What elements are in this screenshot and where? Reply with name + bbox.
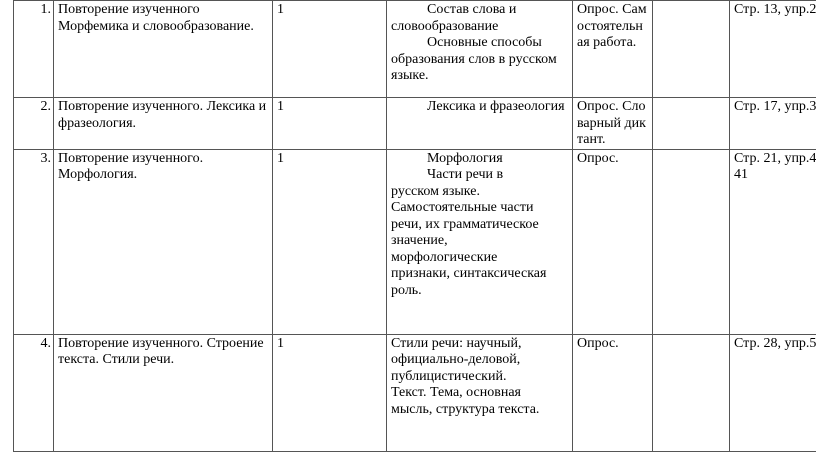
date	[652, 333, 730, 452]
hours: 1	[272, 0, 387, 98]
table-row: 1. Повторение изученного Морфемика и сло…	[13, 0, 816, 98]
table-row: 2. Повторение изученного. Лексика и фраз…	[13, 97, 816, 150]
content-line: Основные способы образования слов в русс…	[391, 35, 557, 83]
control-form: Опрос. Самостоятельная работа.	[572, 0, 653, 98]
homework: Стр. 13, упр.23	[729, 0, 816, 98]
homework: Стр. 21, упр.40, 41	[729, 148, 816, 335]
lesson-topic: Повторение изученного. Морфология.	[53, 148, 273, 335]
lesson-topic: Повторение изученного Морфемика и словоо…	[53, 0, 273, 98]
content-line: Состав слова и словообразование	[391, 2, 517, 34]
content-line: Стили речи: научный, официально-деловой,…	[391, 335, 522, 384]
date	[652, 148, 730, 335]
lesson-content: Стили речи: научный, официально-деловой,…	[386, 333, 573, 452]
date	[652, 97, 730, 150]
content-line: Части речи в русском языке. Самостоятель…	[391, 167, 547, 298]
hours: 1	[272, 97, 387, 150]
control-form: Опрос.	[572, 333, 653, 452]
lesson-topic: Повторение изученного. Строение текста. …	[53, 333, 273, 452]
row-number: 4.	[13, 333, 54, 452]
content-line: Текст. Тема, основная мысль, структура т…	[391, 385, 540, 417]
table-row: 3. Повторение изученного. Морфология. 1 …	[13, 148, 816, 335]
content-line: Лексика и фразеология	[427, 99, 565, 114]
row-number: 1.	[13, 0, 54, 98]
content-line: Морфология	[427, 150, 503, 166]
lesson-content: Состав слова и словообразование Основные…	[386, 0, 573, 98]
lesson-content: Морфология Части речи в русском языке. С…	[386, 148, 573, 335]
row-number: 3.	[13, 148, 54, 335]
hours: 1	[272, 148, 387, 335]
row-number: 2.	[13, 97, 54, 150]
table-row: 4. Повторение изученного. Строение текст…	[13, 333, 816, 452]
lesson-topic: Повторение изученного. Лексика и фразеол…	[53, 97, 273, 150]
hours: 1	[272, 333, 387, 452]
control-form: Опрос.	[572, 148, 653, 335]
date	[652, 0, 730, 98]
homework: Стр. 17, упр.32	[729, 97, 816, 150]
control-form: Опрос. Словарный диктант.	[572, 97, 653, 150]
lesson-content: Лексика и фразеология	[386, 97, 573, 150]
homework: Стр. 28, упр.53	[729, 333, 816, 452]
lesson-plan-table: 1. Повторение изученного Морфемика и сло…	[13, 0, 816, 452]
